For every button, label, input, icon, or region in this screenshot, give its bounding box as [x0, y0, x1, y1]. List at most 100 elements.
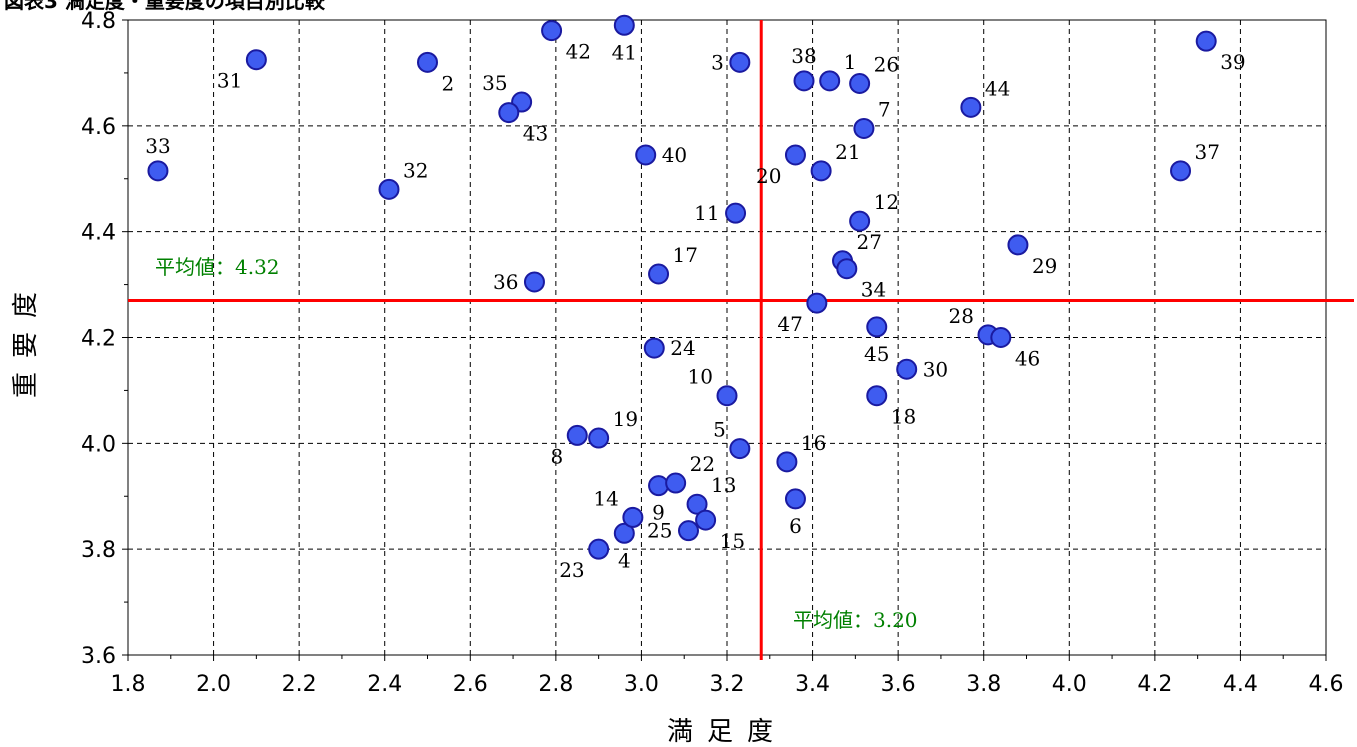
- point-label-14: 14: [593, 486, 618, 510]
- point-label-17: 17: [673, 243, 698, 267]
- data-point-1: [819, 70, 841, 92]
- point-label-18: 18: [891, 405, 916, 429]
- y-tick-label: 3.8: [81, 538, 116, 563]
- data-point-14: [622, 506, 644, 528]
- grid-lines: [128, 20, 1326, 655]
- point-label-2: 2: [442, 71, 455, 95]
- data-points: [147, 14, 1217, 560]
- point-label-44: 44: [985, 76, 1010, 100]
- data-point-43: [498, 102, 520, 124]
- data-point-34: [836, 258, 858, 280]
- point-label-47: 47: [777, 312, 802, 336]
- point-label-41: 41: [612, 40, 637, 64]
- x-tick-label: 1.8: [111, 672, 146, 697]
- x-axis-label: 満足度: [667, 717, 787, 747]
- x-tick-label: 4.6: [1309, 672, 1344, 697]
- point-label-38: 38: [791, 44, 816, 68]
- point-label-22: 22: [690, 452, 715, 476]
- point-label-1: 1: [844, 50, 857, 74]
- data-point-13: [686, 493, 708, 515]
- point-label-35: 35: [482, 71, 507, 95]
- data-point-9: [648, 475, 670, 497]
- point-label-20: 20: [756, 164, 781, 188]
- data-point-44: [960, 96, 982, 118]
- axis-ticks: 1.8 2.0 2.2 2.4 2.6 2.8 3.0 3.2 3.4 3.6 3.8 4.0 4.2 4…: [81, 9, 1344, 697]
- data-point-17: [648, 263, 670, 285]
- point-label-15: 15: [720, 529, 745, 553]
- point-label-31: 31: [217, 69, 242, 93]
- x-tick-label: 4.0: [1052, 672, 1087, 697]
- point-label-33: 33: [145, 134, 170, 158]
- point-label-7: 7: [878, 97, 891, 121]
- y-tick-label: 4.8: [81, 9, 116, 34]
- point-label-9: 9: [652, 501, 665, 525]
- y-tick-label: 3.6: [81, 644, 116, 669]
- point-label-11: 11: [694, 201, 719, 225]
- point-label-43: 43: [523, 122, 548, 146]
- point-label-36: 36: [493, 270, 518, 294]
- data-point-23: [588, 538, 610, 560]
- data-point-2: [417, 51, 438, 73]
- x-tick-label: 2.4: [367, 672, 402, 697]
- y-tick-label: 4.4: [81, 221, 116, 246]
- data-point-24: [643, 337, 665, 359]
- point-label-39: 39: [1220, 50, 1245, 74]
- data-point-6: [784, 488, 806, 510]
- point-label-3: 3: [711, 50, 724, 74]
- chart-title: 図表3 満足度・重要度の項目別比較: [4, 0, 326, 13]
- point-label-23: 23: [559, 558, 584, 582]
- data-point-31: [245, 49, 267, 71]
- x-tick-label: 2.6: [453, 672, 488, 697]
- data-point-47: [806, 292, 828, 314]
- point-label-46: 46: [1015, 347, 1040, 371]
- x-tick-label: 3.8: [966, 672, 1001, 697]
- point-label-42: 42: [566, 40, 591, 64]
- point-label-40: 40: [662, 143, 687, 167]
- data-point-8: [566, 424, 588, 446]
- data-point-22: [665, 472, 687, 494]
- data-point-12: [849, 210, 871, 232]
- point-label-28: 28: [949, 304, 974, 328]
- point-label-5: 5: [713, 418, 726, 442]
- mean-y-label: 平均値：4.32: [155, 255, 280, 279]
- data-point-46: [990, 327, 1012, 348]
- point-label-13: 13: [711, 473, 736, 497]
- data-point-32: [378, 178, 400, 200]
- point-label-16: 16: [801, 431, 826, 455]
- point-label-27: 27: [857, 230, 882, 254]
- x-tick-label: 2.8: [538, 672, 573, 697]
- data-point-7: [853, 117, 875, 139]
- data-point-19: [588, 427, 610, 449]
- data-point-10: [716, 385, 738, 407]
- data-point-18: [866, 385, 888, 407]
- data-point-3: [729, 51, 751, 73]
- x-tick-label: 4.4: [1223, 672, 1258, 697]
- point-label-19: 19: [613, 407, 638, 431]
- data-point-16: [776, 451, 798, 473]
- point-label-6: 6: [789, 514, 802, 538]
- x-tick-label: 3.6: [881, 672, 916, 697]
- data-point-33: [147, 160, 169, 182]
- x-tick-label: 4.2: [1137, 672, 1172, 697]
- point-label-12: 12: [874, 190, 899, 214]
- point-label-37: 37: [1195, 140, 1220, 164]
- data-point-20: [784, 144, 806, 166]
- data-point-21: [810, 160, 832, 182]
- point-label-30: 30: [923, 357, 948, 381]
- data-point-26: [849, 73, 871, 94]
- mean-x-label: 平均値：3.20: [793, 608, 918, 632]
- data-point-30: [896, 358, 918, 380]
- x-tick-label: 2.0: [196, 672, 231, 697]
- point-label-34: 34: [861, 278, 886, 302]
- point-label-24: 24: [670, 336, 695, 360]
- data-point-11: [725, 202, 747, 224]
- x-tick-label: 3.0: [624, 672, 659, 697]
- point-label-4: 4: [618, 548, 631, 572]
- data-point-4: [613, 522, 635, 544]
- data-point-40: [635, 144, 657, 166]
- data-point-45: [866, 316, 888, 338]
- point-label-29: 29: [1032, 254, 1057, 278]
- data-point-36: [523, 271, 545, 293]
- point-label-26: 26: [874, 53, 899, 77]
